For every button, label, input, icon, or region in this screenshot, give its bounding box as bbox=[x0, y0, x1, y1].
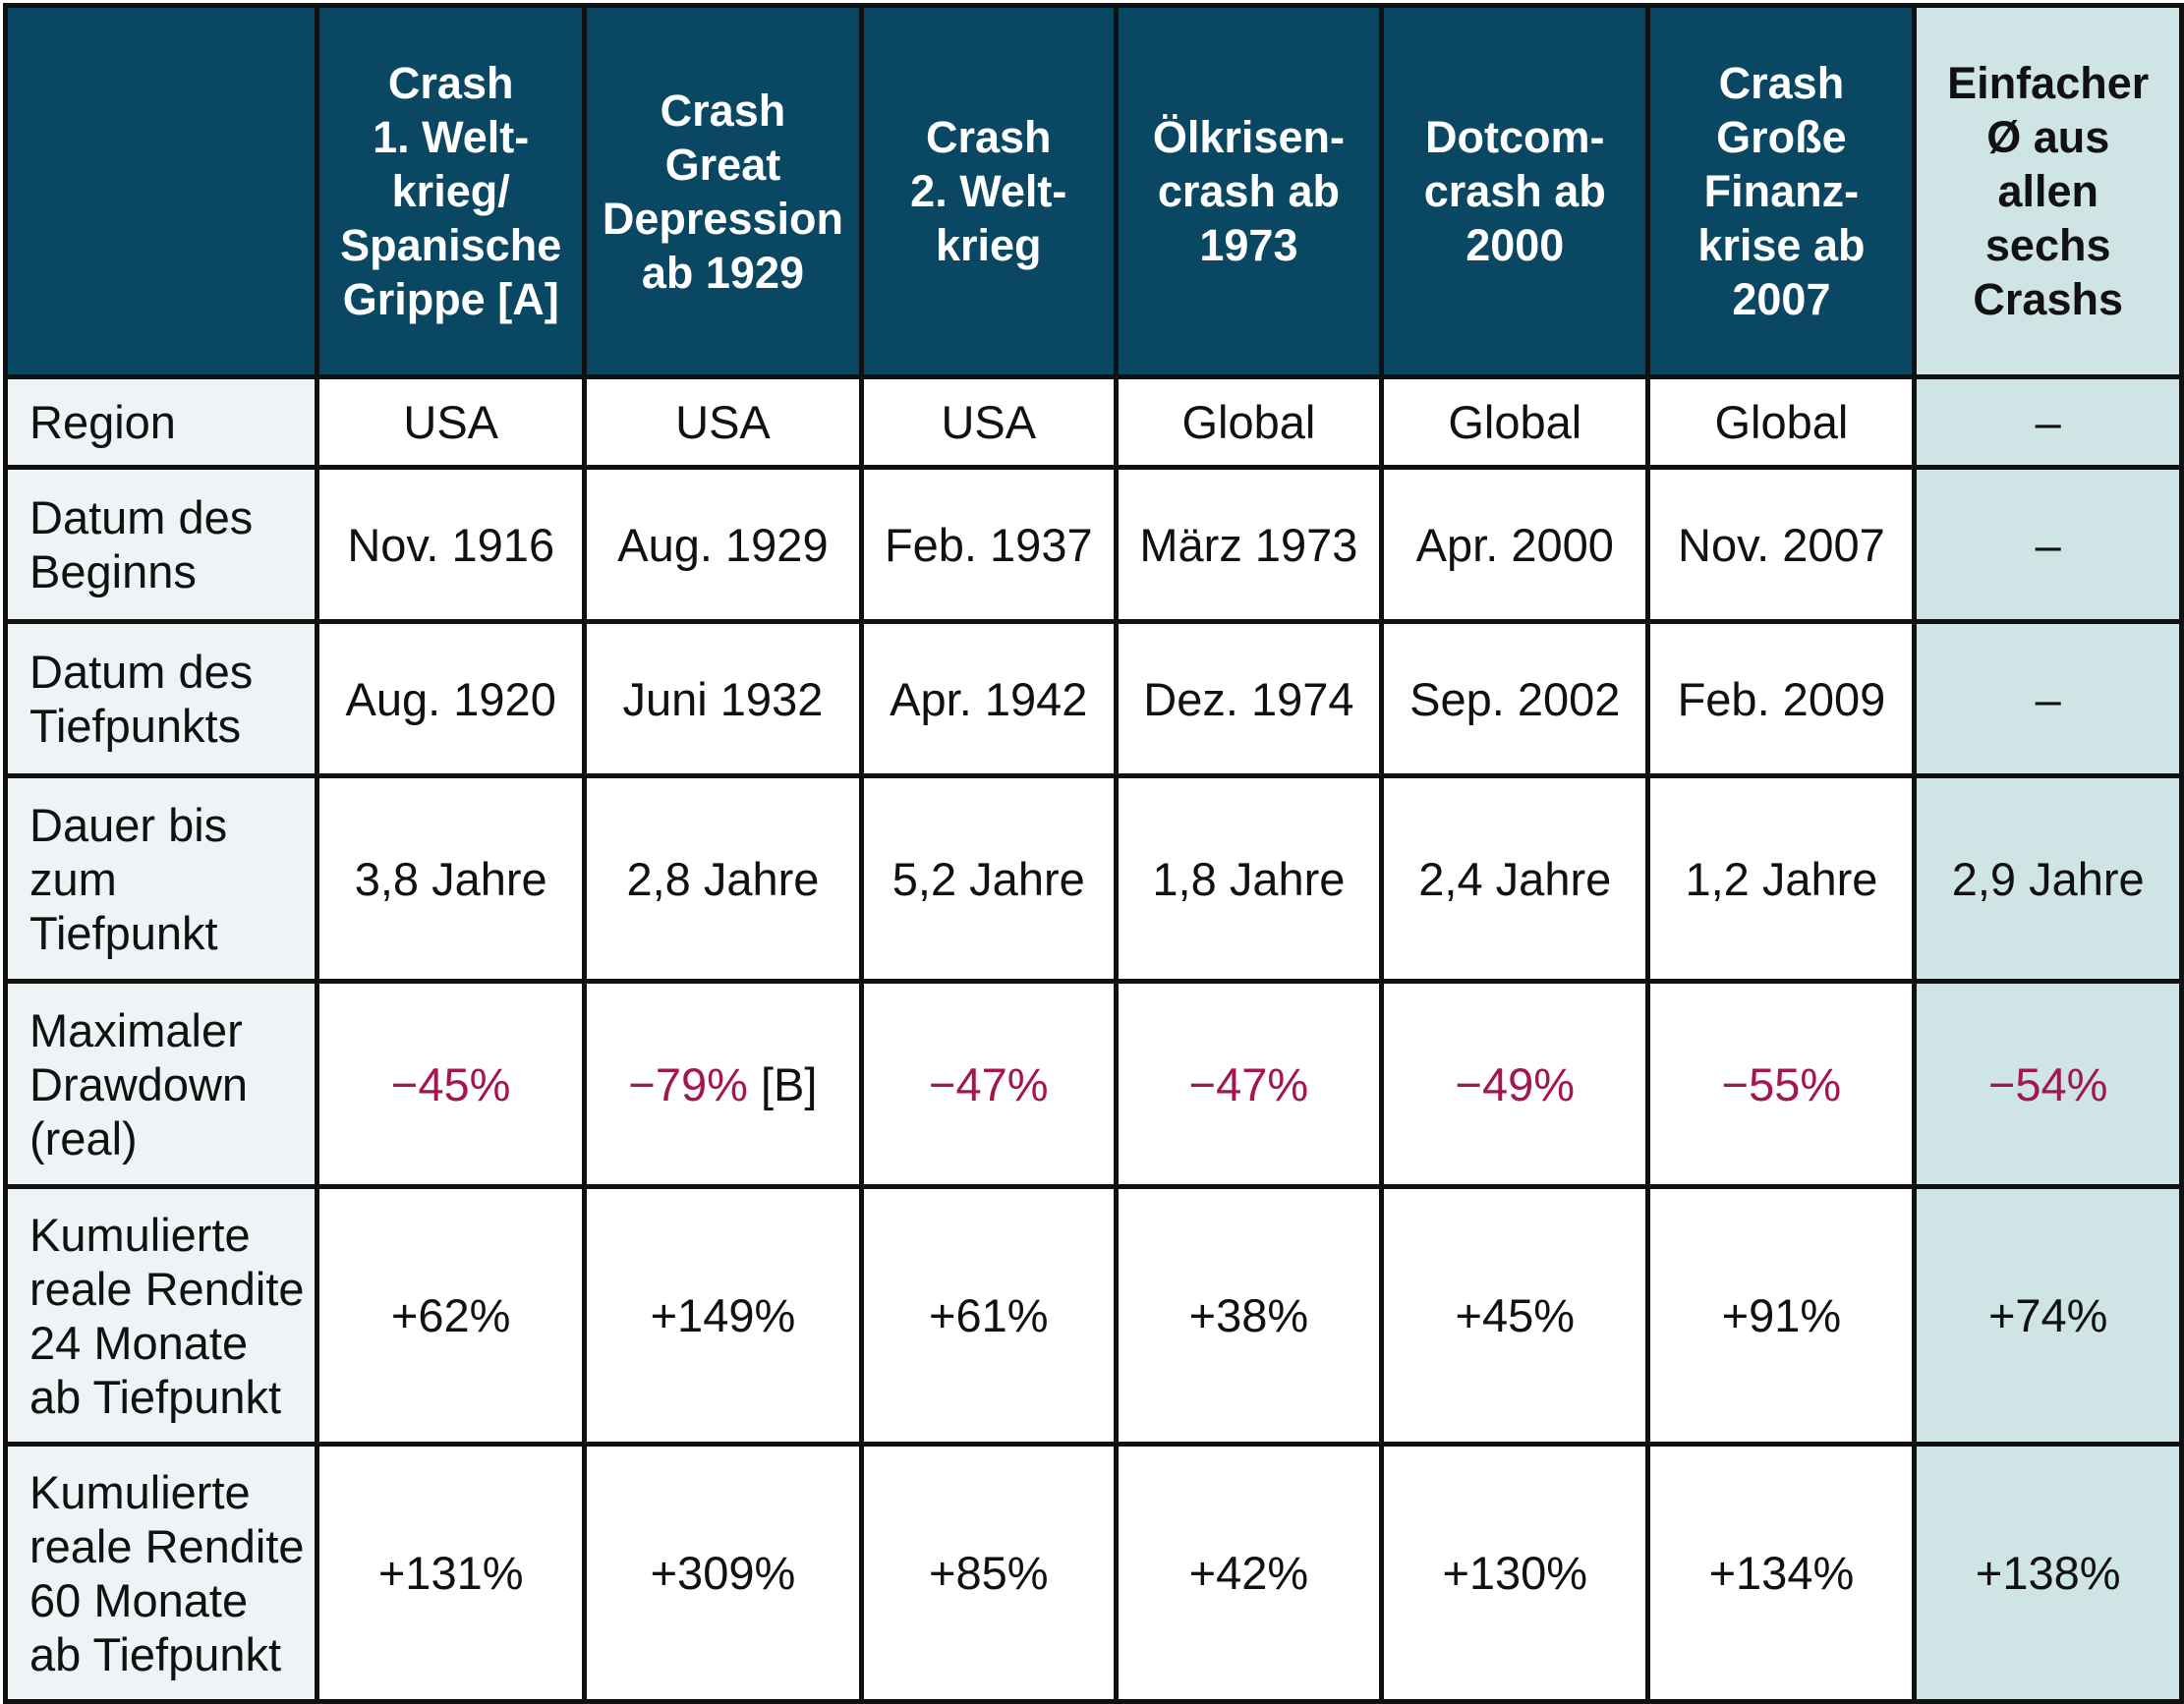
table-cell: Dez. 1974 bbox=[1113, 619, 1385, 778]
table-cell: 2,4 Jahre bbox=[1379, 773, 1651, 984]
crash-comparison-table: Crash 1. Welt- krieg/ Spanische Grippe [… bbox=[2, 3, 2184, 1704]
column-header: Crash 1. Welt- krieg/ Spanische Grippe [… bbox=[315, 3, 588, 379]
column-header: Crash Great Depression ab 1929 bbox=[582, 3, 864, 379]
column-header: Dotcom- crash ab 2000 bbox=[1379, 3, 1651, 379]
table-cell: Nov. 2007 bbox=[1645, 465, 1918, 624]
table-cell: +130% bbox=[1379, 1442, 1651, 1704]
table-row: Region USA USA USA Global Global Global … bbox=[2, 374, 2184, 470]
table-row: Kumulierte reale Rendite 60 Monate ab Ti… bbox=[2, 1442, 2184, 1704]
table-cell: Aug. 1920 bbox=[315, 619, 588, 778]
table-cell-negative: −47% bbox=[1113, 979, 1385, 1189]
table-cell: +309% bbox=[582, 1442, 864, 1704]
table-cell: 5,2 Jahre bbox=[858, 773, 1119, 984]
row-label: Datum des Tiefpunkts bbox=[2, 619, 320, 778]
row-label: Datum des Beginns bbox=[2, 465, 320, 624]
column-header-average: Einfacher Ø aus allen sechs Crashs bbox=[1912, 3, 2184, 379]
table-cell: Nov. 1916 bbox=[315, 465, 588, 624]
table-cell: Feb. 1937 bbox=[858, 465, 1119, 624]
table-row: Dauer bis zum Tiefpunkt 3,8 Jahre 2,8 Ja… bbox=[2, 773, 2184, 984]
table-cell: +131% bbox=[315, 1442, 588, 1704]
table-cell: +134% bbox=[1645, 1442, 1918, 1704]
row-label: Region bbox=[2, 374, 320, 470]
table-cell: Global bbox=[1645, 374, 1918, 470]
row-label: Kumulierte reale Rendite 60 Monate ab Ti… bbox=[2, 1442, 320, 1704]
drawdown-value: −79% bbox=[628, 1057, 748, 1110]
table-cell: USA bbox=[315, 374, 588, 470]
table-cell: März 1973 bbox=[1113, 465, 1385, 624]
table-cell-negative: −55% bbox=[1645, 979, 1918, 1189]
table-cell: +91% bbox=[1645, 1184, 1918, 1447]
average-cell: 2,9 Jahre bbox=[1912, 773, 2184, 984]
table-cell: +62% bbox=[315, 1184, 588, 1447]
table-cell: USA bbox=[858, 374, 1119, 470]
row-label: Dauer bis zum Tiefpunkt bbox=[2, 773, 320, 984]
table-row: Datum des Tiefpunkts Aug. 1920 Juni 1932… bbox=[2, 619, 2184, 778]
table-container: Crash 1. Welt- krieg/ Spanische Grippe [… bbox=[2, 3, 2184, 1704]
header-row: Crash 1. Welt- krieg/ Spanische Grippe [… bbox=[2, 3, 2184, 379]
table-cell: 1,8 Jahre bbox=[1113, 773, 1385, 984]
table-cell: Sep. 2002 bbox=[1379, 619, 1651, 778]
column-header: Crash 2. Welt- krieg bbox=[858, 3, 1119, 379]
table-cell: +42% bbox=[1113, 1442, 1385, 1704]
average-cell: +138% bbox=[1912, 1442, 2184, 1704]
table-cell: +45% bbox=[1379, 1184, 1651, 1447]
table-cell: +85% bbox=[858, 1442, 1119, 1704]
column-header: Ölkrisen- crash ab 1973 bbox=[1113, 3, 1385, 379]
row-label: Kumulierte reale Rendite 24 Monate ab Ti… bbox=[2, 1184, 320, 1447]
table-cell-negative: −79% [B] bbox=[582, 979, 864, 1189]
header-corner-cell bbox=[2, 3, 320, 379]
table-cell: 3,8 Jahre bbox=[315, 773, 588, 984]
column-header: Crash Große Finanz- krise ab 2007 bbox=[1645, 3, 1918, 379]
average-cell: −54% bbox=[1912, 979, 2184, 1189]
table-row: Datum des Beginns Nov. 1916 Aug. 1929 Fe… bbox=[2, 465, 2184, 624]
table-cell: Juni 1932 bbox=[582, 619, 864, 778]
footnote-marker: [B] bbox=[761, 1057, 818, 1110]
table-cell: 2,8 Jahre bbox=[582, 773, 864, 984]
table-cell: +38% bbox=[1113, 1184, 1385, 1447]
table-cell: Apr. 1942 bbox=[858, 619, 1119, 778]
table-cell: USA bbox=[582, 374, 864, 470]
table-cell: Apr. 2000 bbox=[1379, 465, 1651, 624]
table-row: Kumulierte reale Rendite 24 Monate ab Ti… bbox=[2, 1184, 2184, 1447]
average-cell: +74% bbox=[1912, 1184, 2184, 1447]
table-cell: Aug. 1929 bbox=[582, 465, 864, 624]
average-cell: – bbox=[1912, 619, 2184, 778]
table-cell: +149% bbox=[582, 1184, 864, 1447]
table-cell: +61% bbox=[858, 1184, 1119, 1447]
average-cell: – bbox=[1912, 374, 2184, 470]
table-cell: Global bbox=[1113, 374, 1385, 470]
average-cell: – bbox=[1912, 465, 2184, 624]
table-cell-negative: −45% bbox=[315, 979, 588, 1189]
table-row: Maximaler Drawdown (real) −45% −79% [B] … bbox=[2, 979, 2184, 1189]
row-label: Maximaler Drawdown (real) bbox=[2, 979, 320, 1189]
table-cell-negative: −47% bbox=[858, 979, 1119, 1189]
table-cell: Global bbox=[1379, 374, 1651, 470]
table-cell-negative: −49% bbox=[1379, 979, 1651, 1189]
table-cell: Feb. 2009 bbox=[1645, 619, 1918, 778]
table-cell: 1,2 Jahre bbox=[1645, 773, 1918, 984]
